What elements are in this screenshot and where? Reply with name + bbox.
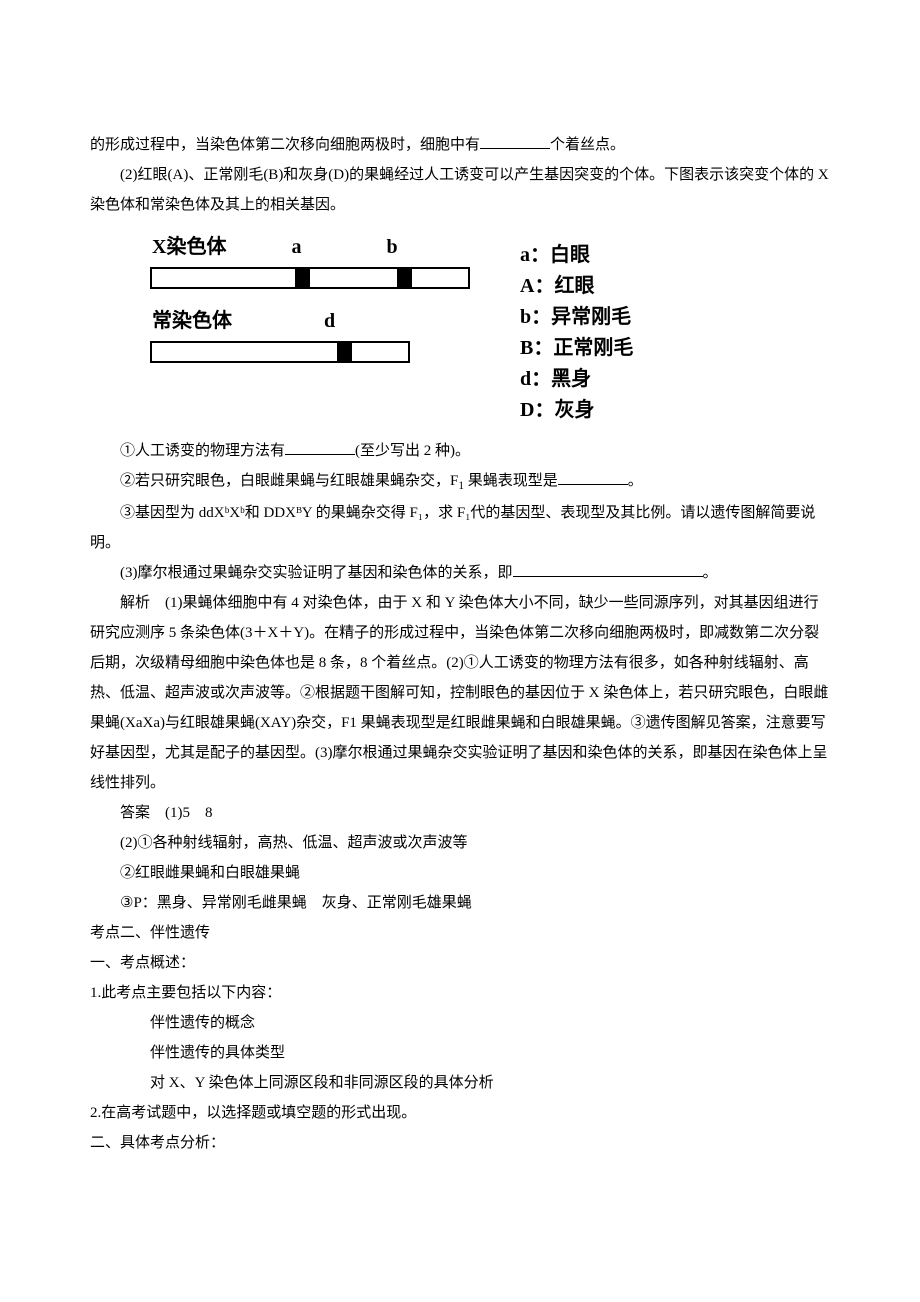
legend-D: D：灰身 [520, 395, 633, 426]
gene-marker [295, 269, 310, 287]
chromosome-segment [412, 269, 468, 287]
text: 果蝇表现型是 [464, 473, 558, 489]
section-1: 一、考点概述： [90, 948, 830, 978]
text: 。 [703, 565, 718, 581]
chromosome-segment [310, 269, 397, 287]
blank-fill [513, 559, 703, 577]
label-x: X染色体 [152, 235, 226, 259]
sub-q2: ②若只研究眼色，白眼雌果蝇与红眼雄果蝇杂交，F1 果蝇表现型是。 [90, 466, 830, 498]
row-x-label: X染色体 a b [152, 235, 470, 259]
blank-fill [480, 131, 550, 149]
paragraph-q1: 的形成过程中，当染色体第二次移向细胞两极时，细胞中有 个着丝点。 [90, 130, 830, 160]
blank-fill [558, 467, 628, 485]
sub-q1: ①人工诱变的物理方法有 (至少写出 2 种)。 [90, 436, 830, 466]
text: 个着丝点。 [550, 137, 625, 153]
legend-A: A：红眼 [520, 271, 633, 302]
bullet-b: 伴性遗传的具体类型 [90, 1038, 830, 1068]
section-1-1: 1.此考点主要包括以下内容： [90, 978, 830, 1008]
bar-auto-outer [150, 341, 410, 363]
text: 。 [628, 473, 643, 489]
sub-q3: ③基因型为 ddXᵇXᵇ和 DDXᴮY 的果蝇杂交得 F₁，求 F₁代的基因型、… [90, 498, 830, 558]
diagram-left: X染色体 a b 常染色体 d [150, 235, 470, 375]
answer-4: ③P：黑身、异常刚毛雌果蝇 灰身、正常刚毛雄果蝇 [90, 888, 830, 918]
label-auto: 常染色体 [152, 309, 232, 333]
answer-3: ②红眼雌果蝇和白眼雄果蝇 [90, 858, 830, 888]
answer-1: 答案 (1)5 8 [90, 798, 830, 828]
bullet-c: 对 X、Y 染色体上同源区段和非同源区段的具体分析 [90, 1068, 830, 1098]
topic-2: 考点二、伴性遗传 [90, 918, 830, 948]
explanation: 解析 (1)果蝇体细胞中有 4 对染色体，由于 X 和 Y 染色体大小不同，缺少… [90, 588, 830, 798]
paragraph-q3: (3)摩尔根通过果蝇杂交实验证明了基因和染色体的关系，即 。 [90, 558, 830, 588]
legend-b: b：异常刚毛 [520, 302, 633, 333]
legend: a：白眼 A：红眼 b：异常刚毛 B：正常刚毛 d：黑身 D：灰身 [520, 240, 633, 426]
section-1-2: 2.在高考试题中，以选择题或填空题的形式出现。 [90, 1098, 830, 1128]
letter-d: d [324, 309, 335, 333]
text: (至少写出 2 种)。 [355, 443, 470, 459]
bullet-a: 伴性遗传的概念 [90, 1008, 830, 1038]
bar-x-outer [150, 267, 470, 289]
letter-b: b [386, 235, 397, 259]
blank-fill [285, 437, 355, 455]
gene-marker [337, 343, 352, 361]
section-2: 二、具体考点分析： [90, 1128, 830, 1158]
legend-B: B：正常刚毛 [520, 333, 633, 364]
legend-d: d：黑身 [520, 364, 633, 395]
paragraph-q2: (2)红眼(A)、正常刚毛(B)和灰身(D)的果蝇经过人工诱变可以产生基因突变的… [90, 160, 830, 220]
chromosome-segment [352, 343, 408, 361]
row-auto-label: 常染色体 d [152, 309, 470, 333]
chromosome-diagram: X染色体 a b 常染色体 d a：白眼 A：红眼 b：异常刚毛 B：正常刚毛 … [150, 235, 830, 426]
answer-2: (2)①各种射线辐射，高热、低温、超声波或次声波等 [90, 828, 830, 858]
letter-a: a [291, 235, 301, 259]
chromosome-segment [152, 343, 337, 361]
gene-marker [397, 269, 412, 287]
bar-auto [150, 341, 470, 363]
text: 的形成过程中，当染色体第二次移向细胞两极时，细胞中有 [90, 137, 480, 153]
text: ②若只研究眼色，白眼雌果蝇与红眼雄果蝇杂交，F [120, 473, 458, 489]
text: (3)摩尔根通过果蝇杂交实验证明了基因和染色体的关系，即 [120, 565, 513, 581]
legend-a: a：白眼 [520, 240, 633, 271]
bar-x [150, 267, 470, 289]
text: ①人工诱变的物理方法有 [120, 443, 285, 459]
chromosome-segment [152, 269, 295, 287]
